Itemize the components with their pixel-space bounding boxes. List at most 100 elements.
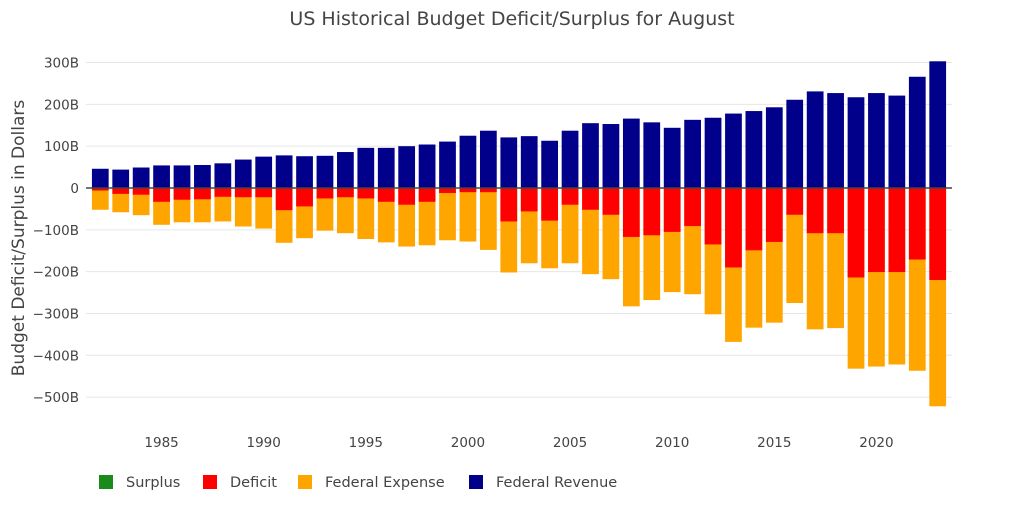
legend-swatch-federal-expense: [298, 475, 312, 489]
deficit-bar-1987: [194, 188, 211, 200]
legend-item-deficit[interactable]: Deficit: [203, 475, 277, 491]
federal-revenue-bar-1988: [214, 163, 232, 188]
deficit-bar-2011: [684, 188, 701, 227]
deficit-bar-1983: [112, 188, 130, 194]
federal-expense-bar-1990: [255, 188, 273, 229]
federal-revenue-bar-2010: [663, 127, 681, 188]
deficit-bar-1989: [234, 188, 252, 198]
federal-expense-bar-1984: [132, 188, 150, 216]
x-tick-label: 2010: [655, 435, 689, 451]
deficit-bar-2008: [622, 188, 640, 237]
deficit-bar-1991: [275, 188, 293, 211]
federal-revenue-bar-2006: [582, 123, 599, 188]
deficit-bar-2005: [561, 188, 579, 205]
federal-revenue-bar-2014: [745, 111, 763, 188]
federal-revenue-bar-2004: [541, 140, 559, 188]
y-tick-label: 300B: [44, 56, 79, 72]
deficit-bar-1993: [316, 188, 334, 199]
bars: [91, 61, 947, 407]
legend-swatch-deficit: [203, 475, 217, 489]
federal-expense-bar-1982: [91, 188, 109, 210]
y-tick-label: 200B: [44, 97, 79, 113]
federal-expense-bar-2000: [459, 188, 477, 242]
deficit-bar-2019: [847, 188, 865, 278]
federal-revenue-bar-2021: [888, 95, 906, 188]
deficit-bar-2010: [663, 188, 681, 232]
y-tick-label: −500B: [33, 390, 79, 406]
federal-revenue-bar-2003: [520, 136, 538, 188]
federal-revenue-bar-2001: [479, 130, 497, 188]
legend-item-federal-expense[interactable]: Federal Expense: [298, 475, 445, 491]
legend-label-deficit: Deficit: [230, 475, 277, 491]
y-tick-labels: 300B 200B 100B 0 −100B −200B −300B −400B −500B: [33, 56, 79, 407]
federal-revenue-bar-1983: [112, 169, 130, 188]
federal-revenue-bar-2009: [643, 122, 661, 188]
deficit-bar-1988: [214, 188, 232, 197]
x-tick-label: 2020: [859, 435, 893, 451]
federal-revenue-bar-2023: [929, 61, 947, 188]
federal-revenue-bar-2007: [602, 124, 620, 188]
deficit-bar-2004: [541, 188, 559, 221]
deficit-bar-2022: [908, 188, 926, 260]
gridlines: [86, 62, 952, 398]
federal-revenue-bar-1995: [357, 147, 375, 188]
federal-revenue-bar-1993: [316, 155, 334, 188]
deficit-bar-2002: [500, 188, 518, 222]
federal-revenue-bar-2011: [684, 119, 701, 188]
legend-label-federal-expense: Federal Expense: [325, 475, 445, 491]
legend-item-federal-revenue[interactable]: Federal Revenue: [469, 475, 617, 491]
deficit-bar-2017: [806, 188, 824, 234]
federal-expense-bar-1989: [234, 188, 252, 227]
deficit-bar-2021: [888, 188, 906, 273]
federal-revenue-bar-2020: [868, 93, 885, 188]
federal-revenue-bar-2012: [704, 117, 722, 188]
federal-revenue-bar-2022: [908, 76, 926, 188]
y-tick-label: 100B: [44, 139, 79, 155]
x-tick-labels: 1985 1990 1995 2000 2005 2010 2015 2020: [144, 435, 893, 451]
deficit-bar-2014: [745, 188, 763, 251]
federal-revenue-bar-2019: [847, 97, 865, 188]
x-tick-label: 2000: [451, 435, 485, 451]
y-tick-label: −200B: [33, 265, 79, 281]
federal-revenue-bar-2016: [786, 99, 804, 188]
federal-revenue-bar-2018: [827, 93, 844, 188]
federal-expense-bar-2005: [561, 188, 579, 264]
deficit-bar-2006: [582, 188, 599, 210]
legend[interactable]: Surplus Deficit Federal Expense Federal Rev…: [99, 475, 617, 491]
federal-expense-bar-2001: [479, 188, 497, 250]
federal-expense-bar-1983: [112, 188, 130, 213]
deficit-bar-1994: [337, 188, 354, 198]
federal-revenue-bar-1998: [418, 144, 436, 188]
deficit-bar-2020: [868, 188, 885, 273]
deficit-bar-1982: [91, 188, 109, 191]
federal-expense-bar-1994: [337, 188, 354, 234]
legend-swatch-surplus: [99, 475, 113, 489]
x-tick-label: 2015: [757, 435, 791, 451]
legend-item-surplus[interactable]: Surplus: [99, 475, 180, 491]
federal-revenue-bar-2013: [725, 113, 742, 188]
federal-expense-bar-2016: [786, 188, 804, 303]
federal-revenue-bar-2002: [500, 137, 518, 188]
federal-revenue-bar-1999: [439, 141, 456, 188]
deficit-bar-2012: [704, 188, 722, 245]
federal-expense-bar-1998: [418, 188, 436, 246]
deficit-bar-2009: [643, 188, 661, 236]
deficit-bar-1985: [153, 188, 170, 202]
legend-label-federal-revenue: Federal Revenue: [496, 475, 617, 491]
x-tick-label: 2005: [553, 435, 587, 451]
y-tick-label: −300B: [33, 306, 79, 322]
federal-revenue-bar-1990: [255, 156, 273, 188]
deficit-bar-1984: [132, 188, 150, 195]
y-tick-label: 0: [70, 181, 79, 197]
federal-revenue-bar-1994: [337, 152, 354, 188]
x-tick-label: 1985: [144, 435, 178, 451]
deficit-bar-1986: [173, 188, 191, 200]
federal-revenue-bar-1991: [275, 155, 293, 188]
deficit-bar-2015: [765, 188, 783, 242]
deficit-bar-1998: [418, 188, 436, 202]
federal-revenue-bar-2008: [622, 118, 640, 188]
federal-revenue-bar-2000: [459, 135, 477, 188]
federal-expense-bar-1995: [357, 188, 375, 240]
y-axis-label: Budget Deficit/Surplus in Dollars: [9, 100, 29, 377]
